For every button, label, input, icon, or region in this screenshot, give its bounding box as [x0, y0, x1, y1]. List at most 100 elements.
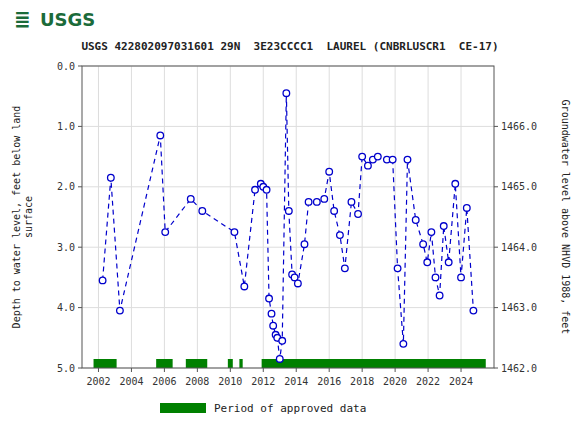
data-point	[375, 153, 382, 160]
data-point	[268, 310, 275, 317]
tick-label: 5.0	[57, 363, 75, 374]
tick-mark	[395, 368, 396, 372]
data-point	[389, 156, 396, 163]
legend: Period of approved data	[160, 402, 366, 415]
data-point	[295, 280, 302, 287]
tick-label: 1463.0	[501, 302, 537, 313]
label-line: Depth to water level, feet below land	[11, 106, 22, 329]
tick-mark	[263, 368, 264, 372]
tick-label: 2.0	[57, 181, 75, 192]
data-point	[199, 208, 206, 215]
grid-line	[131, 66, 132, 368]
data-point	[301, 241, 308, 248]
data-point	[266, 295, 273, 302]
data-point	[355, 211, 362, 218]
data-point	[342, 265, 349, 272]
data-point	[464, 205, 471, 212]
tick-label: 1466.0	[501, 121, 537, 132]
approved-period	[239, 359, 242, 368]
data-point	[331, 208, 338, 215]
tick-label: 1462.0	[501, 363, 537, 374]
tick-mark	[296, 368, 297, 372]
plot-frame	[82, 66, 494, 368]
data-point	[420, 241, 427, 248]
y2-axis-label: Groundwater level above NHVD 1988, feet	[560, 100, 571, 335]
header-text: ≣	[14, 7, 31, 31]
grid-line	[98, 66, 99, 368]
tick-label: 2020	[383, 376, 407, 387]
tick-mark	[78, 126, 82, 127]
tick-mark	[78, 307, 82, 308]
tick-label: 2010	[218, 376, 242, 387]
data-point	[394, 265, 401, 272]
grid-line	[197, 66, 198, 368]
tick-mark	[164, 368, 165, 372]
tick-label: 2012	[251, 376, 275, 387]
grid-line	[263, 66, 264, 368]
tick-label: 1.0	[57, 121, 75, 132]
tick-mark	[428, 368, 429, 372]
data-point	[241, 283, 248, 290]
data-point	[424, 259, 431, 266]
data-point	[412, 217, 419, 224]
tick-mark	[494, 186, 498, 187]
data-point	[348, 199, 355, 206]
grid-line	[329, 66, 330, 368]
grid-line	[296, 66, 297, 368]
tick-label: 2018	[350, 376, 374, 387]
tick-label: 4.0	[57, 302, 75, 313]
header-text: USGS	[40, 9, 95, 30]
grid	[82, 66, 494, 368]
tick-mark	[78, 66, 82, 67]
data-point	[314, 199, 321, 206]
data-point	[432, 274, 439, 281]
data-point	[337, 232, 344, 239]
data-point	[231, 229, 238, 236]
plot-area	[94, 90, 486, 368]
tick-mark	[494, 368, 498, 369]
approved-period	[156, 359, 172, 368]
data-point	[305, 199, 312, 206]
tick-label: 2014	[284, 376, 308, 387]
data-point	[252, 187, 259, 194]
tick-label: 3.0	[57, 242, 75, 253]
tick-mark	[329, 368, 330, 372]
data-point	[440, 223, 447, 230]
series-line	[103, 93, 474, 359]
data-point	[452, 180, 459, 187]
data-point	[162, 229, 169, 236]
approved-period	[228, 359, 233, 368]
y-axis-label: Depth to water level, feet below landsur…	[11, 106, 34, 329]
tick-mark	[362, 368, 363, 372]
approved-period	[262, 359, 486, 368]
legend-swatch	[160, 403, 206, 413]
chart: ≣USGSUSGS 422802097031601 29N 3E23CCCC1 …	[0, 0, 580, 430]
data-point	[276, 356, 283, 363]
tick-label: 2024	[449, 376, 473, 387]
data-point	[108, 174, 115, 181]
data-point	[99, 277, 106, 284]
grid-line	[230, 66, 231, 368]
data-point	[117, 307, 124, 314]
data-point	[326, 168, 333, 175]
data-point	[436, 292, 443, 299]
data-point	[428, 229, 435, 236]
grid-line	[362, 66, 363, 368]
data-point	[400, 341, 407, 348]
tick-mark	[78, 186, 82, 187]
data-point	[365, 162, 372, 169]
data-point	[445, 259, 452, 266]
tick-label: 2008	[185, 376, 209, 387]
data-point	[187, 196, 194, 203]
tick-mark	[230, 368, 231, 372]
approved-period	[186, 359, 207, 368]
tick-label: 1465.0	[501, 181, 537, 192]
data-point	[470, 307, 477, 314]
tick-label: 0.0	[57, 61, 75, 72]
tick-mark	[197, 368, 198, 372]
data-point	[283, 90, 290, 97]
grid-line	[82, 307, 494, 308]
legend-label: Period of approved data	[214, 402, 366, 415]
tick-label: 2002	[86, 376, 110, 387]
data-point	[279, 338, 286, 345]
